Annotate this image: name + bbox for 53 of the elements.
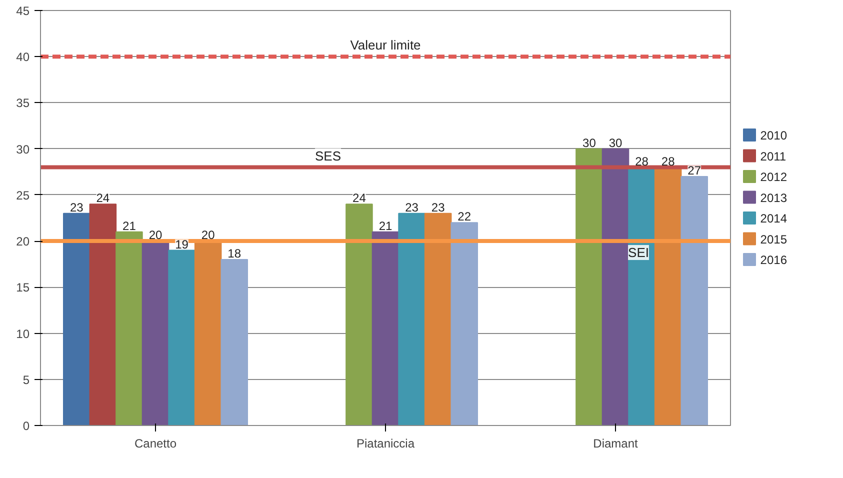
data-label: 30: [608, 136, 622, 150]
data-label: 28: [661, 154, 676, 168]
y-tick-label: 10: [16, 326, 30, 341]
bar: [372, 231, 400, 426]
y-tick-label: 0: [22, 419, 30, 433]
bar: [63, 212, 90, 426]
data-label: 30: [582, 136, 596, 150]
y-tick-label: 35: [16, 96, 30, 110]
ref-line-label: Valeur limite: [350, 38, 421, 53]
data-label: 28: [635, 154, 649, 168]
data-label: 19: [175, 237, 189, 252]
data-label: 27: [688, 164, 702, 178]
x-tick-label: Piataniccia: [356, 436, 415, 450]
data-label: 18: [228, 246, 242, 260]
data-label: 20: [201, 228, 216, 242]
legend-label: 2010: [760, 128, 788, 142]
x-tick-label: Diamant: [593, 436, 639, 450]
bar: [220, 259, 248, 426]
bar: [89, 204, 117, 426]
y-tick-label: 30: [16, 142, 30, 156]
bar: [346, 204, 373, 426]
data-label: 20: [148, 228, 162, 242]
legend-label: 2011: [760, 149, 786, 164]
data-label: 21: [122, 218, 136, 233]
data-label: 24: [96, 191, 110, 206]
y-tick-label: 15: [16, 280, 30, 295]
legend-label: 2014: [760, 212, 788, 226]
ref-line-label: SEI: [628, 245, 649, 260]
y-tick-label: 45: [16, 4, 30, 18]
data-label: 23: [431, 200, 446, 214]
bar: [450, 222, 478, 426]
ref-line-label: SES: [314, 148, 342, 164]
y-tick-label: 20: [16, 234, 30, 249]
bar: [680, 176, 708, 426]
x-tick-label: Canetto: [134, 436, 177, 450]
y-tick-label: 5: [22, 372, 30, 387]
bar: [576, 148, 603, 426]
legend-label: 2016: [760, 253, 788, 267]
data-label: 24: [352, 191, 366, 206]
data-label: 23: [405, 200, 419, 214]
bar: [602, 148, 630, 426]
y-tick-label: 25: [16, 188, 30, 202]
legend-label: 2012: [760, 170, 788, 184]
legend-label: 2015: [760, 232, 788, 246]
y-tick-label: 40: [16, 50, 30, 64]
data-label: 22: [458, 210, 472, 224]
bar: [168, 250, 196, 426]
legend-label: 2013: [760, 190, 788, 205]
bar: [116, 231, 143, 426]
data-label: 21: [378, 218, 392, 233]
data-label: 23: [70, 200, 84, 214]
bar: [398, 212, 426, 426]
bar: [424, 212, 452, 426]
